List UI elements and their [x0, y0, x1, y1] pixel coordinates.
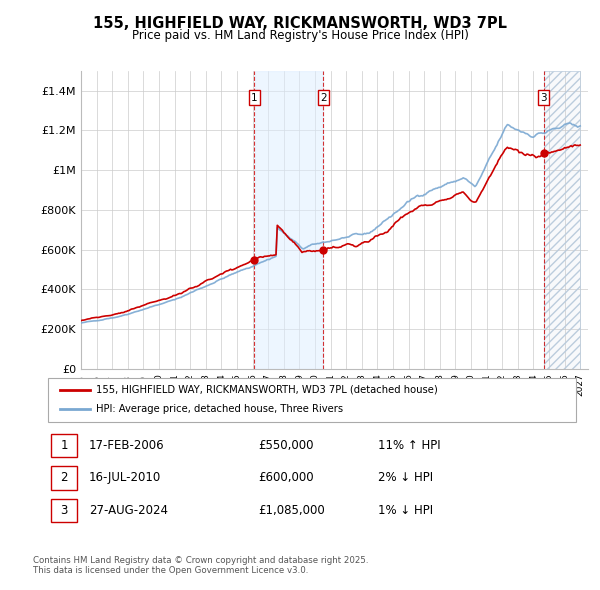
Text: Contains HM Land Registry data © Crown copyright and database right 2025.
This d: Contains HM Land Registry data © Crown c…: [33, 556, 368, 575]
Text: 155, HIGHFIELD WAY, RICKMANSWORTH, WD3 7PL (detached house): 155, HIGHFIELD WAY, RICKMANSWORTH, WD3 7…: [96, 385, 438, 395]
Text: 3: 3: [540, 93, 547, 103]
Text: 1% ↓ HPI: 1% ↓ HPI: [378, 504, 433, 517]
Text: 16-JUL-2010: 16-JUL-2010: [89, 471, 161, 484]
Text: Price paid vs. HM Land Registry's House Price Index (HPI): Price paid vs. HM Land Registry's House …: [131, 30, 469, 42]
Text: £600,000: £600,000: [258, 471, 314, 484]
Text: HPI: Average price, detached house, Three Rivers: HPI: Average price, detached house, Thre…: [96, 405, 343, 414]
Text: 2: 2: [61, 471, 68, 484]
Text: 27-AUG-2024: 27-AUG-2024: [89, 504, 168, 517]
Text: 11% ↑ HPI: 11% ↑ HPI: [378, 439, 440, 452]
Text: 1: 1: [61, 439, 68, 452]
Text: 155, HIGHFIELD WAY, RICKMANSWORTH, WD3 7PL: 155, HIGHFIELD WAY, RICKMANSWORTH, WD3 7…: [93, 16, 507, 31]
Text: 1: 1: [251, 93, 258, 103]
Text: £550,000: £550,000: [258, 439, 314, 452]
Text: 2% ↓ HPI: 2% ↓ HPI: [378, 471, 433, 484]
Text: £1,085,000: £1,085,000: [258, 504, 325, 517]
Text: 3: 3: [61, 504, 68, 517]
Text: 17-FEB-2006: 17-FEB-2006: [89, 439, 164, 452]
Text: 2: 2: [320, 93, 327, 103]
